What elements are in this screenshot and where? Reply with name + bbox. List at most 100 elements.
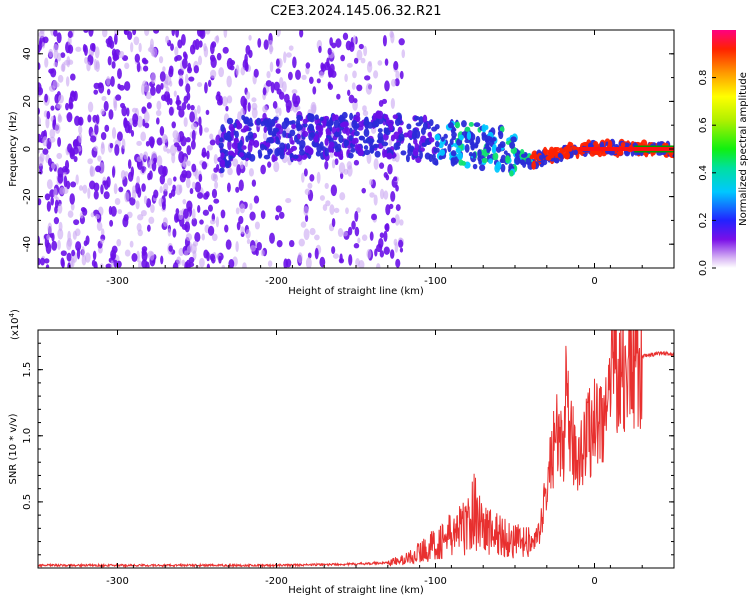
snr-y-tick-label: 0.5 bbox=[22, 494, 33, 510]
spectrogram-noise-point bbox=[159, 126, 165, 136]
spectrogram-noise-point bbox=[60, 250, 67, 257]
spectrogram-noise-point bbox=[358, 43, 364, 50]
spectrogram-noise-point bbox=[160, 82, 164, 90]
spectrogram-noise-point bbox=[205, 30, 211, 35]
spectrogram-y-tick-label: -20 bbox=[22, 188, 33, 204]
spectrogram-noise-point bbox=[185, 177, 191, 189]
spectrogram-tone-line bbox=[578, 147, 674, 151]
spectrogram-ridge-point bbox=[428, 119, 434, 127]
spectrogram-noise-point bbox=[83, 45, 88, 56]
spectrogram-ridge-point bbox=[514, 156, 521, 165]
spectrogram-noise-point bbox=[53, 217, 60, 225]
spectrogram-noise-point bbox=[245, 62, 249, 72]
spectrogram-noise-point bbox=[269, 45, 274, 53]
spectrogram-noise-point bbox=[187, 62, 192, 72]
spectrogram-noise-point bbox=[390, 190, 396, 202]
spectrogram-noise-point bbox=[163, 135, 168, 143]
spectrogram-ridge-point bbox=[495, 146, 502, 153]
spectrogram-noise-point bbox=[183, 208, 189, 219]
spectrogram-noise-point bbox=[201, 233, 205, 241]
spectrogram-noise-point bbox=[329, 204, 335, 216]
spectrogram-noise-point bbox=[354, 210, 359, 222]
spectrogram-noise-point bbox=[235, 64, 240, 76]
spectrogram-noise-point bbox=[162, 217, 168, 227]
spectrogram-noise-point bbox=[248, 34, 252, 41]
spectrogram-noise-point bbox=[369, 231, 374, 241]
spectrogram-noise-point bbox=[57, 74, 64, 83]
spectrogram-ridge-point bbox=[241, 114, 246, 121]
spectrogram-ridge-point bbox=[376, 139, 382, 144]
colorbar: 0.0 0.2 0.4 0.6 0.8 Normalized spectral ampl… bbox=[698, 30, 749, 276]
spectrogram-noise-point bbox=[239, 203, 246, 214]
spectrogram-ridge-point bbox=[454, 121, 461, 129]
spectrogram-noise-point bbox=[319, 195, 325, 201]
spectrogram-ridge-point bbox=[509, 141, 516, 149]
spectrogram-noise-point bbox=[56, 32, 62, 44]
spectrogram-noise-point bbox=[176, 105, 182, 111]
spectrogram-noise-point bbox=[38, 62, 41, 71]
spectrogram-noise-point bbox=[240, 226, 245, 235]
spectrogram-noise-point bbox=[177, 39, 183, 49]
spectrogram-noise-point bbox=[56, 52, 62, 62]
spectrogram-noise-point bbox=[188, 76, 195, 82]
spectrogram-noise-point bbox=[283, 51, 287, 64]
spectrogram-noise-point bbox=[203, 127, 210, 133]
spectrogram-noise-point bbox=[336, 93, 341, 100]
spectrogram-noise-point bbox=[379, 188, 385, 200]
spectrogram-noise-point bbox=[66, 239, 72, 251]
spectrogram-ridge-point bbox=[219, 137, 224, 143]
spectrogram-noise-point bbox=[145, 140, 150, 147]
spectrogram-noise-point bbox=[113, 100, 118, 112]
spectrogram-noise-point bbox=[187, 160, 191, 167]
spectrogram-noise-point bbox=[329, 151, 334, 158]
spectrogram-noise-point bbox=[232, 158, 239, 167]
spectrogram-ridge-point bbox=[422, 122, 428, 131]
spectrogram-ridge-point bbox=[294, 134, 298, 143]
spectrogram-noise-point bbox=[362, 110, 369, 117]
spectrogram-noise-point bbox=[389, 30, 394, 38]
spectrogram-noise-point bbox=[185, 83, 191, 94]
spectrogram-noise-point bbox=[253, 195, 260, 204]
spectrogram-noise-point bbox=[96, 221, 103, 232]
spectrogram-x-label: Height of straight line (km) bbox=[288, 286, 424, 297]
spectrogram-noise-point bbox=[75, 46, 82, 52]
spectrogram-noise-point bbox=[287, 71, 293, 81]
spectrogram-noise-point bbox=[303, 228, 310, 241]
spectrogram-noise-point bbox=[218, 255, 222, 264]
spectrogram-ridge-point bbox=[336, 127, 340, 133]
spectrogram-noise-point bbox=[377, 60, 383, 66]
spectrogram-noise-point bbox=[126, 107, 130, 117]
spectrogram-noise-point bbox=[93, 182, 100, 192]
spectrogram-noise-point bbox=[161, 94, 167, 101]
spectrogram-noise-point bbox=[207, 204, 213, 212]
spectrogram-noise-point bbox=[368, 179, 374, 186]
spectrogram-noise-point bbox=[45, 116, 50, 129]
spectrogram-noise-point bbox=[42, 36, 49, 44]
spectrogram-noise-point bbox=[352, 35, 357, 46]
spectrogram-noise-point bbox=[70, 181, 77, 188]
spectrogram-noise-point bbox=[269, 232, 275, 244]
spectrogram-noise-point bbox=[40, 257, 45, 266]
spectrogram-noise-point bbox=[229, 59, 236, 66]
spectrogram-noise-point bbox=[131, 107, 138, 113]
spectrogram-noise-point bbox=[285, 198, 292, 204]
spectrogram-noise-point bbox=[156, 100, 162, 111]
spectrogram-noise-point bbox=[199, 219, 204, 225]
spectrogram-ridge-point bbox=[461, 160, 466, 166]
spectrogram-ridge-point bbox=[302, 118, 308, 125]
spectrogram-ridge-point bbox=[472, 151, 477, 159]
spectrogram-noise-point bbox=[305, 62, 311, 69]
spectrogram-ridge-point bbox=[495, 161, 502, 170]
spectrogram-noise-point bbox=[161, 201, 166, 211]
spectrogram-noise-point bbox=[318, 45, 322, 54]
spectrogram-x-ticks: -300 -200 -100 0 bbox=[37, 30, 675, 287]
spectrogram-ridge-point bbox=[363, 128, 370, 138]
spectrogram-noise-point bbox=[324, 160, 329, 170]
spectrogram-noise-point bbox=[111, 127, 117, 139]
spectrogram-noise-point bbox=[194, 38, 200, 51]
spectrogram-noise-point bbox=[401, 49, 406, 59]
spectrogram-ridge-point bbox=[220, 124, 225, 133]
spectrogram-y-tick-label: -40 bbox=[22, 236, 33, 252]
spectrogram-noise-point bbox=[320, 62, 325, 71]
snr-x-tick-label: -100 bbox=[424, 576, 447, 587]
